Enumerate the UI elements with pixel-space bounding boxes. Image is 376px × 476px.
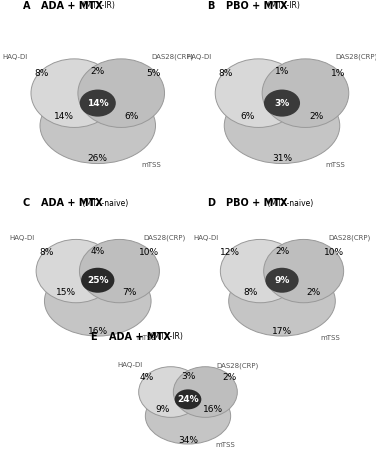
Ellipse shape (78, 59, 165, 128)
Text: 12%: 12% (220, 248, 240, 257)
Ellipse shape (139, 367, 203, 417)
Text: 24%: 24% (177, 395, 199, 404)
Text: 2%: 2% (309, 112, 323, 121)
Ellipse shape (264, 239, 344, 303)
Ellipse shape (31, 59, 118, 128)
Text: ADA + MTX: ADA + MTX (41, 1, 103, 11)
Text: 9%: 9% (274, 276, 290, 285)
Ellipse shape (81, 268, 114, 293)
Text: PBO + MTX: PBO + MTX (226, 1, 287, 11)
Text: (MTX-IR): (MTX-IR) (80, 1, 115, 10)
Text: mTSS: mTSS (136, 335, 156, 341)
Text: DAS28(CRP): DAS28(CRP) (328, 235, 370, 241)
Text: 15%: 15% (56, 288, 76, 297)
Text: B: B (207, 1, 214, 11)
Text: (MTX-naive): (MTX-naive) (265, 199, 313, 208)
Ellipse shape (173, 367, 237, 417)
Text: HAQ-DI: HAQ-DI (194, 235, 219, 241)
Text: 8%: 8% (243, 288, 258, 297)
Text: 31%: 31% (272, 154, 292, 163)
Text: (MTX-IR): (MTX-IR) (148, 332, 183, 341)
Text: 3%: 3% (274, 99, 290, 108)
Text: 2%: 2% (306, 288, 321, 297)
Text: mTSS: mTSS (215, 442, 235, 448)
Text: mTSS: mTSS (325, 162, 345, 169)
Text: 10%: 10% (324, 248, 344, 257)
Text: 2%: 2% (91, 67, 105, 76)
Text: 10%: 10% (139, 248, 159, 257)
Text: 14%: 14% (53, 112, 73, 121)
Text: 2%: 2% (275, 247, 289, 256)
Text: 17%: 17% (272, 327, 292, 336)
Text: HAQ-DI: HAQ-DI (186, 54, 212, 60)
Text: DAS28(CRP): DAS28(CRP) (335, 54, 376, 60)
Ellipse shape (40, 88, 156, 164)
Ellipse shape (44, 266, 151, 336)
Text: 34%: 34% (178, 436, 198, 445)
Text: 4%: 4% (91, 247, 105, 256)
Ellipse shape (264, 89, 300, 117)
Text: PBO + MTX: PBO + MTX (226, 198, 287, 208)
Text: 6%: 6% (125, 112, 139, 121)
Ellipse shape (262, 59, 349, 128)
Text: 1%: 1% (331, 69, 345, 78)
Text: HAQ-DI: HAQ-DI (2, 54, 27, 60)
Text: 8%: 8% (35, 69, 49, 78)
Text: 8%: 8% (39, 248, 53, 257)
Text: 26%: 26% (88, 154, 108, 163)
Text: DAS28(CRP): DAS28(CRP) (144, 235, 186, 241)
Ellipse shape (224, 88, 340, 164)
Ellipse shape (215, 59, 302, 128)
Text: 8%: 8% (219, 69, 233, 78)
Ellipse shape (80, 89, 116, 117)
Text: 2%: 2% (222, 373, 237, 382)
Text: mTSS: mTSS (141, 162, 161, 169)
Text: HAQ-DI: HAQ-DI (117, 362, 143, 368)
Text: 9%: 9% (156, 405, 170, 414)
Ellipse shape (220, 239, 300, 303)
Text: E: E (90, 332, 97, 342)
Ellipse shape (79, 239, 159, 303)
Text: C: C (23, 198, 30, 208)
Text: 6%: 6% (241, 112, 255, 121)
Text: 16%: 16% (203, 405, 223, 414)
Text: mTSS: mTSS (321, 335, 340, 341)
Ellipse shape (146, 388, 230, 444)
Ellipse shape (36, 239, 116, 303)
Text: DAS28(CRP): DAS28(CRP) (217, 362, 259, 368)
Text: DAS28(CRP): DAS28(CRP) (151, 54, 193, 60)
Ellipse shape (229, 266, 335, 336)
Text: 25%: 25% (87, 276, 109, 285)
Text: ADA + MTX: ADA + MTX (41, 198, 103, 208)
Ellipse shape (265, 268, 299, 293)
Text: 16%: 16% (88, 327, 108, 336)
Text: 3%: 3% (181, 372, 195, 380)
Text: (MTX-naive): (MTX-naive) (80, 199, 129, 208)
Text: 5%: 5% (147, 69, 161, 78)
Text: A: A (23, 1, 30, 11)
Ellipse shape (175, 389, 201, 409)
Text: ADA + MTX: ADA + MTX (109, 332, 171, 342)
Text: 1%: 1% (275, 67, 289, 76)
Text: HAQ-DI: HAQ-DI (9, 235, 35, 241)
Text: 7%: 7% (122, 288, 136, 297)
Text: 14%: 14% (87, 99, 109, 108)
Text: D: D (207, 198, 215, 208)
Text: 4%: 4% (139, 373, 154, 382)
Text: (MTX-IR): (MTX-IR) (265, 1, 299, 10)
